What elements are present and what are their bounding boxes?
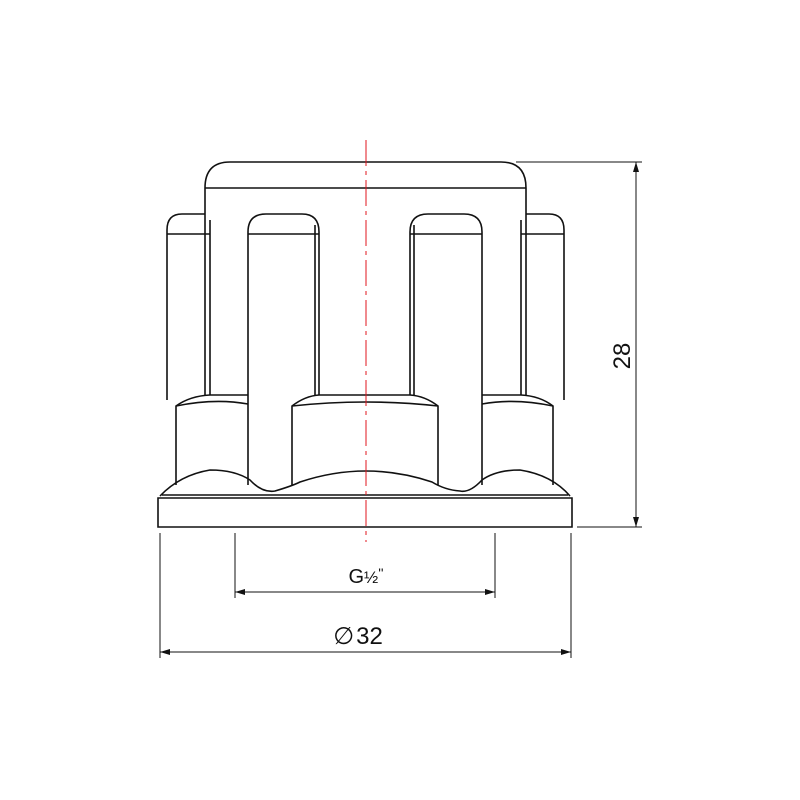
thread-dimension: G½'' (234, 533, 496, 598)
diameter-dimension: ∅32 (159, 533, 572, 658)
finger-inner-left (247, 213, 320, 485)
shoulder-left (175, 394, 248, 485)
diameter-label: ∅32 (333, 623, 383, 650)
wavy-base (159, 469, 571, 497)
finger-inner-right (409, 213, 483, 485)
finger-outer-left (166, 213, 211, 400)
base-flange (157, 494, 573, 528)
part-outline (157, 161, 573, 528)
height-label: 28 (609, 343, 636, 370)
thread-label: G½'' (348, 565, 383, 588)
finger-outer-right (520, 213, 565, 400)
shoulder-right (482, 394, 554, 485)
shoulder-center (291, 394, 439, 485)
height-dimension: 28 (516, 161, 642, 528)
